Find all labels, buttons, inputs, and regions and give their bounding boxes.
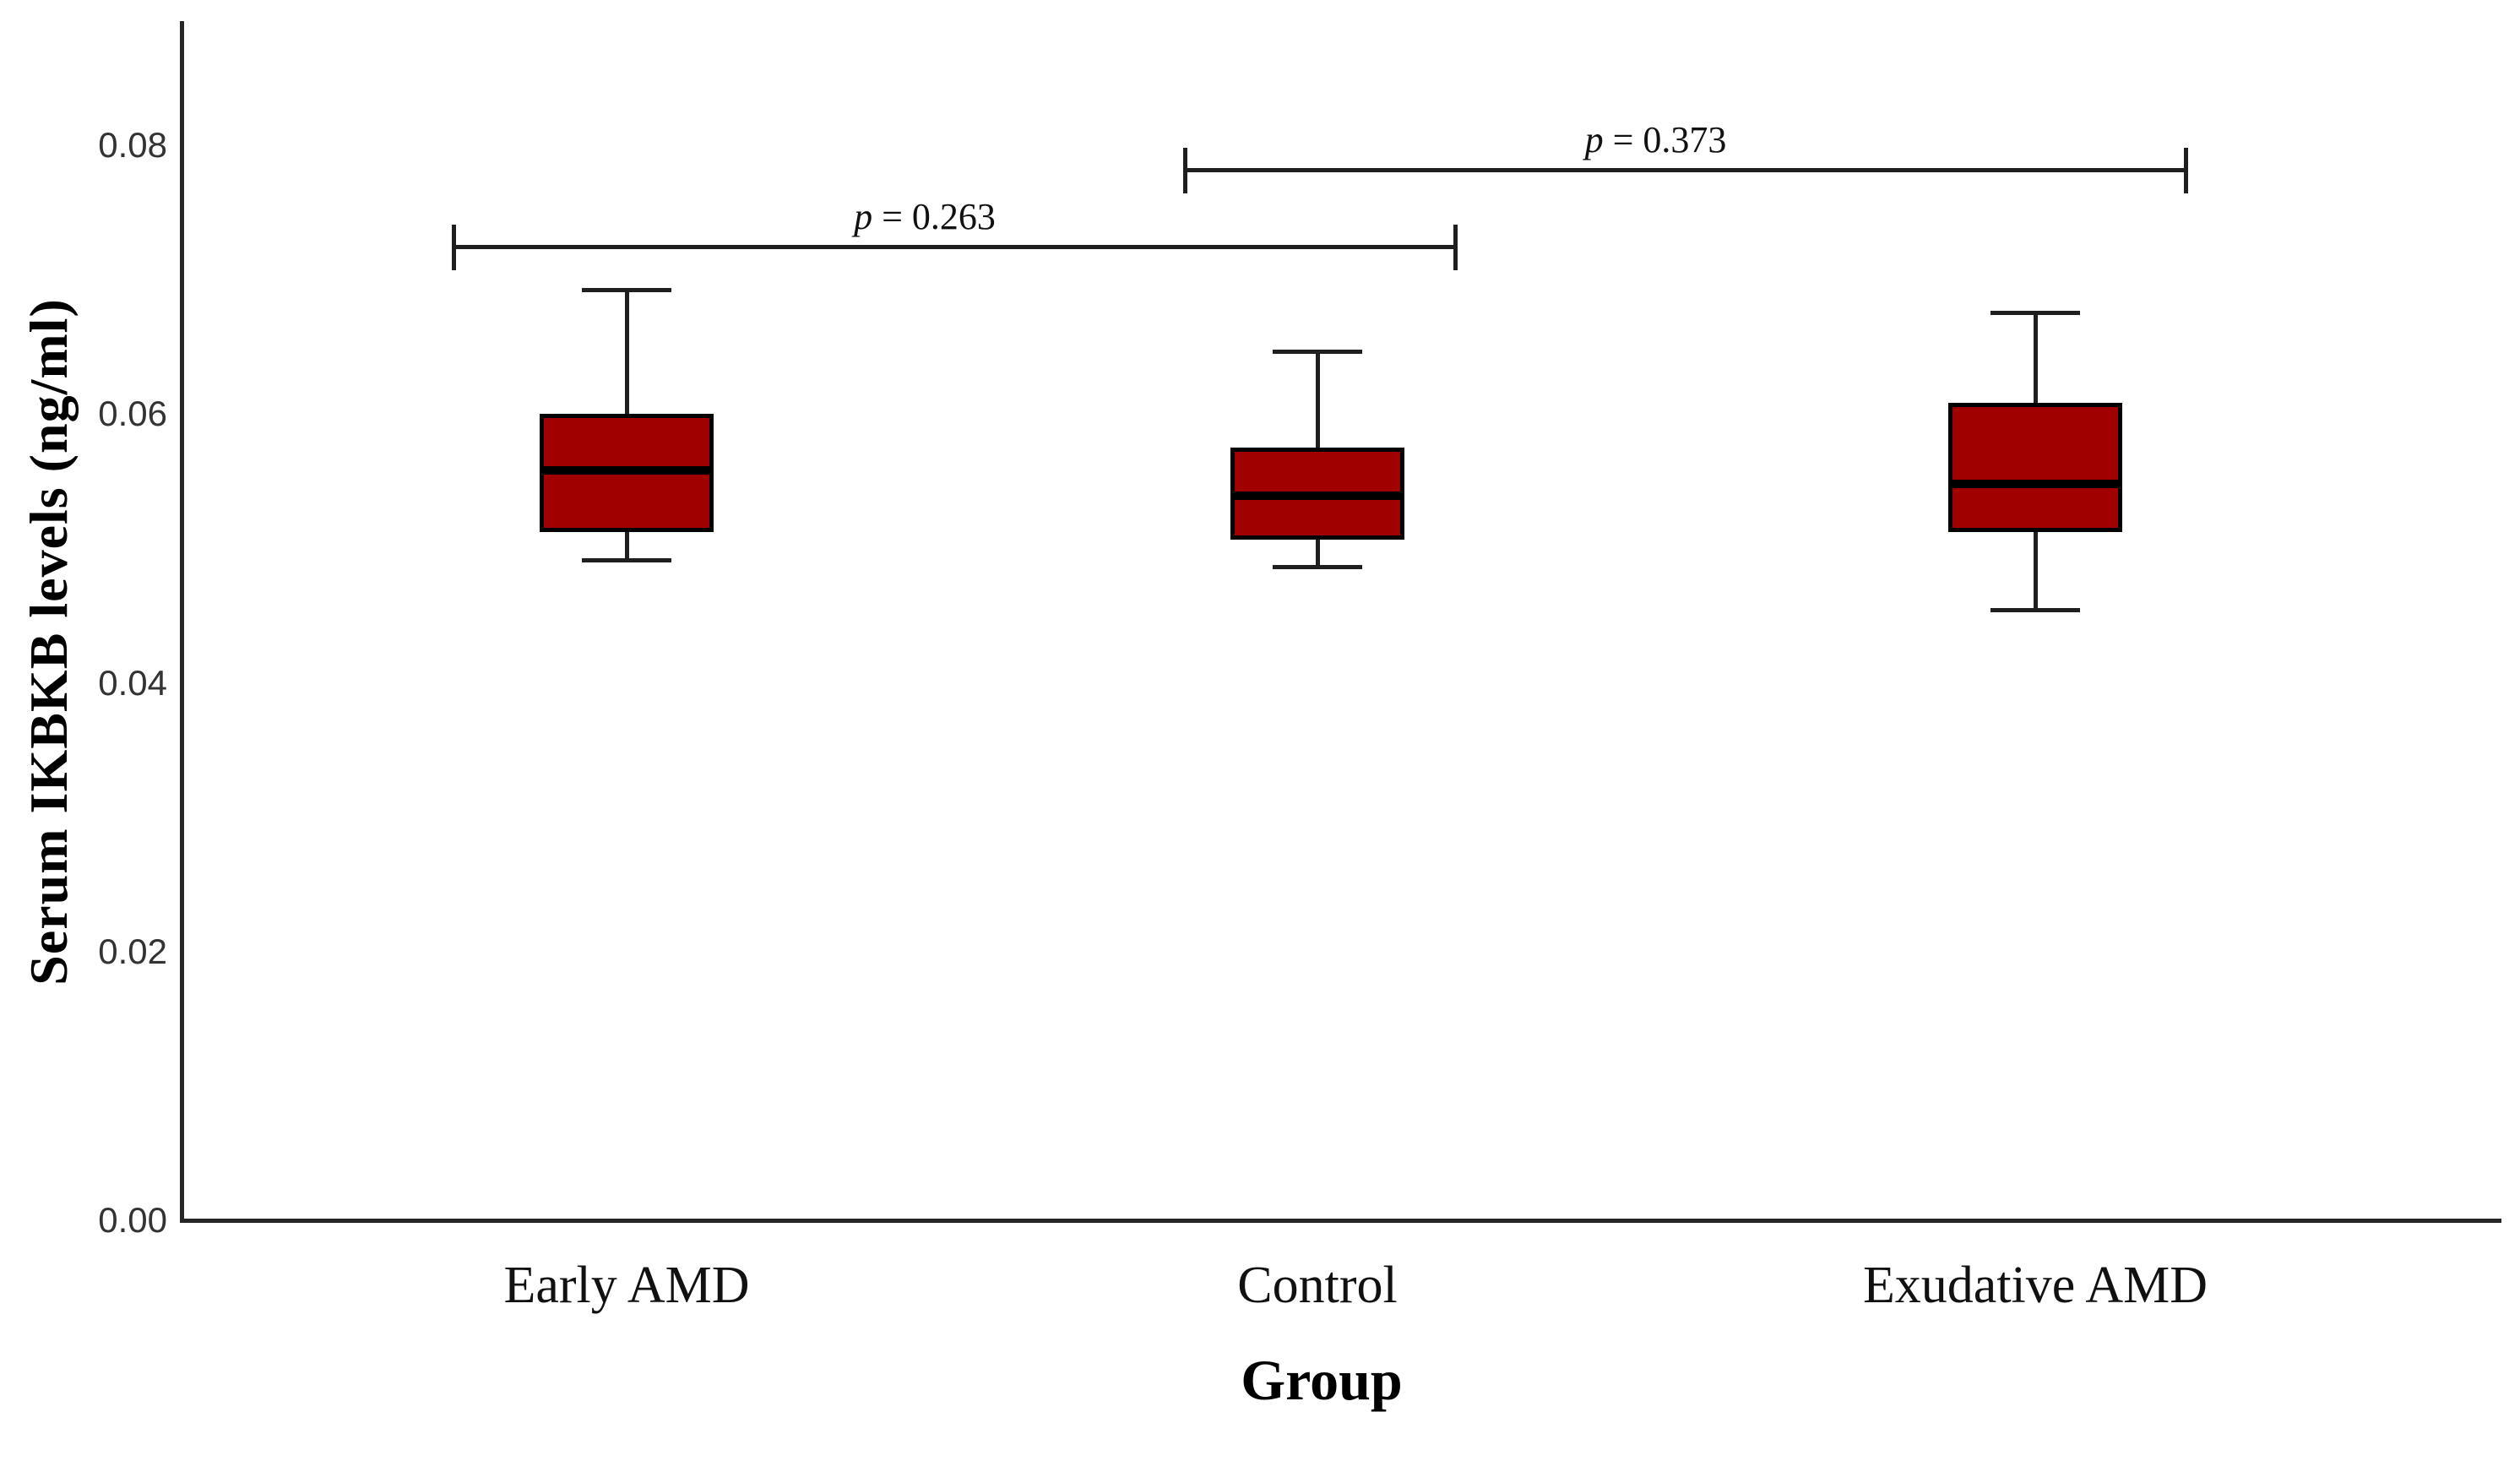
whisker-cap-upper-exudative-amd bbox=[1990, 310, 2080, 315]
whisker-cap-upper-control bbox=[1273, 350, 1362, 355]
whisker-cap-upper-early-amd bbox=[582, 287, 671, 292]
x-category-label-control: Control bbox=[1237, 1257, 1398, 1314]
p-value-label-1: p = 0.263 bbox=[854, 195, 996, 238]
p-value-text: = 0.373 bbox=[1603, 118, 1727, 160]
whisker-lower-control bbox=[1315, 540, 1320, 568]
median-line-exudative-amd bbox=[1948, 479, 2122, 488]
y-tick-label: 0.02 bbox=[98, 931, 167, 971]
p-value-label-2: p = 0.373 bbox=[1585, 118, 1727, 161]
whisker-cap-lower-control bbox=[1273, 564, 1362, 569]
x-category-label-early-amd: Early AMD bbox=[503, 1257, 750, 1314]
whisker-upper-early-amd bbox=[624, 290, 629, 414]
x-axis-title: Group bbox=[1241, 1348, 1403, 1412]
median-line-early-amd bbox=[540, 465, 714, 475]
p-symbol: p bbox=[1584, 118, 1604, 160]
whisker-upper-control bbox=[1315, 351, 1320, 448]
whisker-upper-exudative-amd bbox=[2033, 312, 2038, 404]
box-exudative-amd bbox=[1948, 403, 2122, 532]
whisker-lower-exudative-amd bbox=[2033, 531, 2038, 611]
x-category-label-exudative-amd: Exudative AMD bbox=[1862, 1257, 2208, 1314]
y-tick-label: 0.08 bbox=[98, 125, 167, 165]
comparison-bracket-1-left-cap bbox=[451, 224, 456, 270]
y-axis-line bbox=[180, 21, 184, 1223]
comparison-bracket-2-right-cap bbox=[2183, 147, 2188, 193]
comparison-bracket-2 bbox=[1185, 168, 2186, 173]
comparison-bracket-1-right-cap bbox=[1453, 224, 1458, 270]
comparison-bracket-1 bbox=[453, 245, 1455, 250]
x-axis-line bbox=[180, 1219, 2501, 1223]
whisker-cap-lower-early-amd bbox=[582, 557, 671, 562]
y-tick-label: 0.06 bbox=[98, 394, 167, 434]
y-tick-label: 0.04 bbox=[98, 662, 167, 703]
comparison-bracket-2-left-cap bbox=[1182, 147, 1187, 193]
p-value-text: = 0.263 bbox=[872, 195, 996, 237]
p-symbol: p bbox=[854, 195, 873, 237]
median-line-control bbox=[1230, 491, 1404, 500]
y-tick-label: 0.00 bbox=[98, 1200, 167, 1240]
whisker-lower-early-amd bbox=[624, 531, 629, 561]
whisker-cap-lower-exudative-amd bbox=[1990, 607, 2080, 612]
